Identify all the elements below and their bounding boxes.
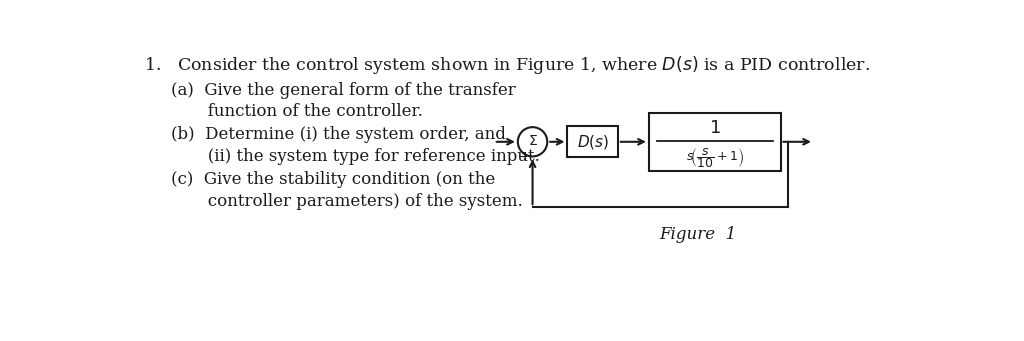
Text: function of the controller.: function of the controller. — [171, 103, 423, 120]
Text: $s\!\left(\dfrac{s}{10}+1\right)$: $s\!\left(\dfrac{s}{10}+1\right)$ — [686, 146, 743, 170]
Text: $D(s)$: $D(s)$ — [577, 133, 608, 151]
Text: (a)  Give the general form of the transfer: (a) Give the general form of the transfe… — [171, 82, 515, 99]
Text: (ii) the system type for reference input.: (ii) the system type for reference input… — [171, 148, 540, 165]
Text: Figure  1: Figure 1 — [659, 226, 736, 243]
Text: $1$: $1$ — [709, 119, 721, 137]
Text: controller parameters) of the system.: controller parameters) of the system. — [171, 193, 522, 210]
Text: (c)  Give the stability condition (on the: (c) Give the stability condition (on the — [171, 171, 495, 188]
Text: −: − — [518, 151, 528, 164]
Bar — [649, 113, 780, 171]
Bar — [567, 127, 617, 157]
Text: $\Sigma$: $\Sigma$ — [528, 134, 539, 148]
Text: (b)  Determine (i) the system order, and: (b) Determine (i) the system order, and — [171, 127, 506, 143]
Text: 1.   Consider the control system shown in Figure 1, where $D(s)$ is a PID contro: 1. Consider the control system shown in … — [143, 54, 869, 76]
